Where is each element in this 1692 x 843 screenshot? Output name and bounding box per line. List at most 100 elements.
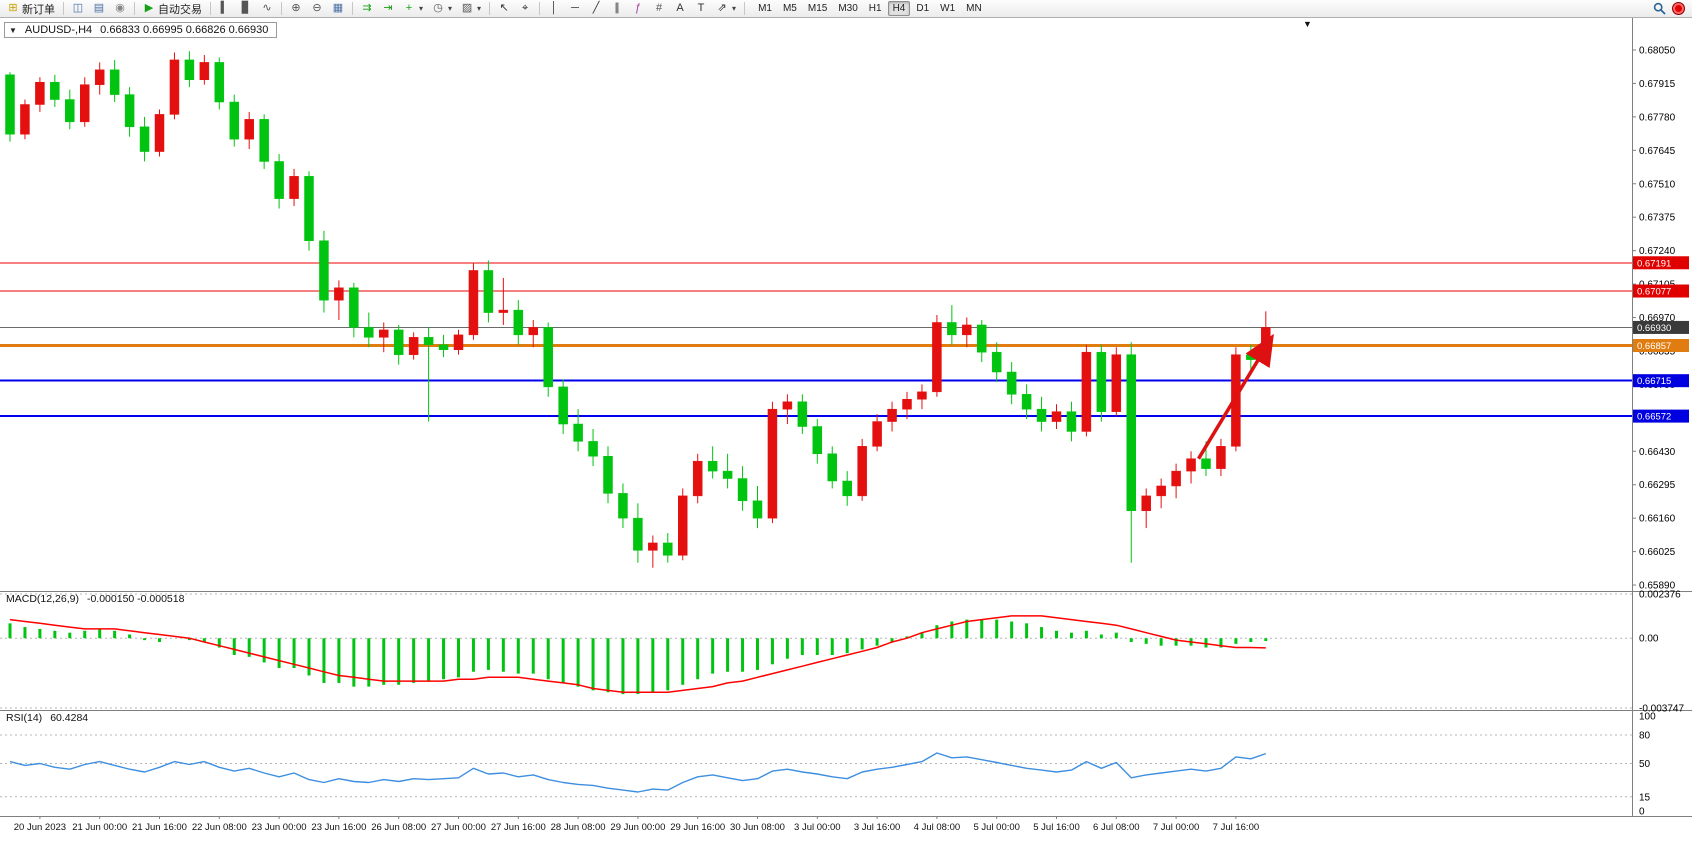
auto-trading-button[interactable]: ▶ 自动交易 bbox=[139, 1, 206, 16]
price-label-box bbox=[1633, 256, 1689, 270]
price-label-box bbox=[1633, 339, 1689, 353]
svg-text:0.66970: 0.66970 bbox=[1639, 313, 1676, 324]
toolbar-separator bbox=[539, 2, 541, 15]
timeframe-bar: M1 M5 M15 M30 H1 H4 D1 W1 MN bbox=[753, 1, 987, 16]
timeframe-m1[interactable]: M1 bbox=[753, 1, 777, 16]
svg-text:21 Jun 00:00: 21 Jun 00:00 bbox=[72, 822, 127, 833]
svg-text:23 Jun 16:00: 23 Jun 16:00 bbox=[311, 822, 366, 833]
cursor-icon: ↖ bbox=[499, 2, 509, 14]
toolbar-separator bbox=[63, 2, 64, 15]
svg-text:20 Jun 2023: 20 Jun 2023 bbox=[14, 822, 66, 833]
svg-text:0.67645: 0.67645 bbox=[1639, 146, 1676, 157]
grid-icon: # bbox=[655, 2, 663, 14]
search-icon bbox=[1653, 2, 1666, 15]
text-label-icon: T bbox=[697, 2, 705, 14]
svg-text:0.66572: 0.66572 bbox=[1637, 412, 1671, 423]
horizontal-line-button[interactable]: ─ bbox=[565, 1, 585, 16]
toolbar-button-groups: ⊞ 新订单 ◫ ▤ ◉ ▶ 自动交易 ▍ ▊ ∿ ⊕ ⊖ ▦ ⇉ ⇥ + ▾ ◷ ▾ ▨ ▾ ↖ ⌖ │ ─ ╱ ∥ ƒ # A T ⇗ ▾ bbox=[3, 1, 740, 16]
arrow-object-icon: ⇗ bbox=[717, 2, 727, 14]
zoom-out-button[interactable]: ⊖ bbox=[307, 1, 327, 16]
time-axis[interactable]: 20 Jun 2023 21 Jun 00:00 21 Jun 16:00 22 Ju… bbox=[14, 816, 1259, 833]
svg-text:0.67375: 0.67375 bbox=[1639, 213, 1676, 224]
price-axis[interactable]: 0.68050 0.67915 0.67780 0.67645 0.67510 0.673… bbox=[1632, 46, 1676, 592]
text-button[interactable]: A bbox=[670, 1, 690, 16]
collapse-chart-icon[interactable]: ▼ bbox=[9, 25, 17, 35]
symbol-period: AUDUSD-,H4 bbox=[24, 24, 93, 36]
crosshair-button[interactable]: ⌖ bbox=[515, 1, 535, 16]
svg-text:0.66430: 0.66430 bbox=[1639, 447, 1676, 458]
chart-window-icon: ◫ bbox=[72, 2, 84, 14]
svg-text:0.67077: 0.67077 bbox=[1637, 287, 1671, 298]
trend-arrow-annotation[interactable] bbox=[1197, 333, 1274, 460]
svg-text:7 Jul 00:00: 7 Jul 00:00 bbox=[1153, 822, 1199, 833]
chart-bars-button[interactable]: ▍ bbox=[215, 1, 235, 16]
zoom-in-button[interactable]: ⊕ bbox=[286, 1, 306, 16]
market-watch-button[interactable]: ▤ bbox=[89, 1, 109, 16]
svg-text:27 Jun 00:00: 27 Jun 00:00 bbox=[431, 822, 486, 833]
toolbar: ⊞ 新订单 ◫ ▤ ◉ ▶ 自动交易 ▍ ▊ ∿ ⊕ ⊖ ▦ ⇉ ⇥ + ▾ ◷ ▾ ▨ ▾ ↖ ⌖ │ ─ ╱ ∥ ƒ # A T ⇗ ▾ M… bbox=[0, 0, 1692, 18]
timeframe-w1[interactable]: W1 bbox=[935, 1, 960, 16]
new-chart-button[interactable]: + ▾ bbox=[399, 1, 427, 16]
search-button[interactable] bbox=[1653, 2, 1666, 15]
new-order-icon: ⊞ bbox=[8, 2, 18, 14]
trendline-button[interactable]: ╱ bbox=[586, 1, 606, 16]
chart-line-button[interactable]: ∿ bbox=[257, 1, 277, 16]
timeframe-m5[interactable]: M5 bbox=[778, 1, 802, 16]
clock-icon: ◷ bbox=[433, 2, 443, 14]
horizontal-line-icon: ─ bbox=[571, 2, 579, 14]
macd-signal-line bbox=[9, 615, 1266, 693]
period-button[interactable]: ◷ ▾ bbox=[428, 1, 456, 16]
auto-scroll-button[interactable]: ⇉ bbox=[357, 1, 377, 16]
cursor-button[interactable]: ↖ bbox=[494, 1, 514, 16]
arrow-objects-button[interactable]: ⇗ ▾ bbox=[712, 1, 740, 16]
rsi-axis: 100 80 50 15 0 bbox=[0, 712, 1656, 818]
axis-price-boxes: 0.67191 0.67077 0.66930 0.66857 0.66715 0.665… bbox=[1633, 256, 1689, 423]
timeframe-m15[interactable]: M15 bbox=[803, 1, 832, 16]
svg-text:29 Jun 16:00: 29 Jun 16:00 bbox=[670, 822, 725, 833]
chart-shift-button[interactable]: ⇥ bbox=[378, 1, 398, 16]
svg-text:-0.003747: -0.003747 bbox=[1639, 704, 1684, 715]
text-label-button[interactable]: T bbox=[691, 1, 711, 16]
svg-text:0.002376: 0.002376 bbox=[1639, 590, 1681, 601]
price-label-box bbox=[1633, 284, 1689, 298]
macd-histogram bbox=[8, 619, 1268, 695]
alerts-button[interactable]: ◉ bbox=[110, 1, 130, 16]
vertical-line-button[interactable]: │ bbox=[544, 1, 564, 16]
ohlc-values: 0.66833 0.66995 0.66826 0.66930 bbox=[100, 24, 269, 36]
new-order-button-label: 新订单 bbox=[22, 3, 55, 16]
svg-text:0.67240: 0.67240 bbox=[1639, 246, 1676, 257]
macd-axis: 0.002376 0.00 -0.003747 bbox=[0, 590, 1684, 715]
timeframe-h4[interactable]: H4 bbox=[887, 1, 911, 16]
timeframe-d1[interactable]: D1 bbox=[911, 1, 934, 16]
svg-text:0: 0 bbox=[1639, 807, 1645, 818]
tile-windows-button[interactable]: ▦ bbox=[328, 1, 348, 16]
charts-window-button[interactable]: ◫ bbox=[68, 1, 88, 16]
svg-text:29 Jun 00:00: 29 Jun 00:00 bbox=[610, 822, 665, 833]
svg-text:0.67510: 0.67510 bbox=[1639, 179, 1676, 190]
channel-icon: ∥ bbox=[614, 2, 620, 14]
template-icon: ▨ bbox=[461, 2, 473, 14]
chart-shift-marker[interactable]: ▼ bbox=[1303, 19, 1312, 29]
fibonacci-button[interactable]: ƒ bbox=[628, 1, 648, 16]
new-order-button[interactable]: ⊞ 新订单 bbox=[3, 1, 59, 16]
svg-text:30 Jun 08:00: 30 Jun 08:00 bbox=[730, 822, 785, 833]
dropdown-caret-icon: ▾ bbox=[732, 4, 737, 13]
svg-text:0.66025: 0.66025 bbox=[1639, 547, 1676, 558]
chart-candles-button[interactable]: ▊ bbox=[236, 1, 256, 16]
chart-shift-icon: ⇥ bbox=[383, 2, 393, 14]
timeframe-h1[interactable]: H1 bbox=[864, 1, 887, 16]
svg-text:0.67780: 0.67780 bbox=[1639, 112, 1676, 123]
timeframe-mn[interactable]: MN bbox=[961, 1, 987, 16]
channel-button[interactable]: ∥ bbox=[607, 1, 627, 16]
svg-text:0.66715: 0.66715 bbox=[1637, 376, 1671, 387]
svg-text:7 Jul 16:00: 7 Jul 16:00 bbox=[1213, 822, 1259, 833]
candlesticks bbox=[5, 51, 1271, 568]
panel-separators bbox=[0, 18, 1692, 817]
grid-button[interactable]: # bbox=[649, 1, 669, 16]
templates-button[interactable]: ▨ ▾ bbox=[457, 1, 485, 16]
text-icon: A bbox=[676, 2, 684, 14]
timeframe-m30[interactable]: M30 bbox=[833, 1, 862, 16]
macd-label: MACD(12,26,9) -0.000150 -0.000518 bbox=[6, 593, 184, 605]
community-button[interactable] bbox=[1672, 2, 1685, 15]
